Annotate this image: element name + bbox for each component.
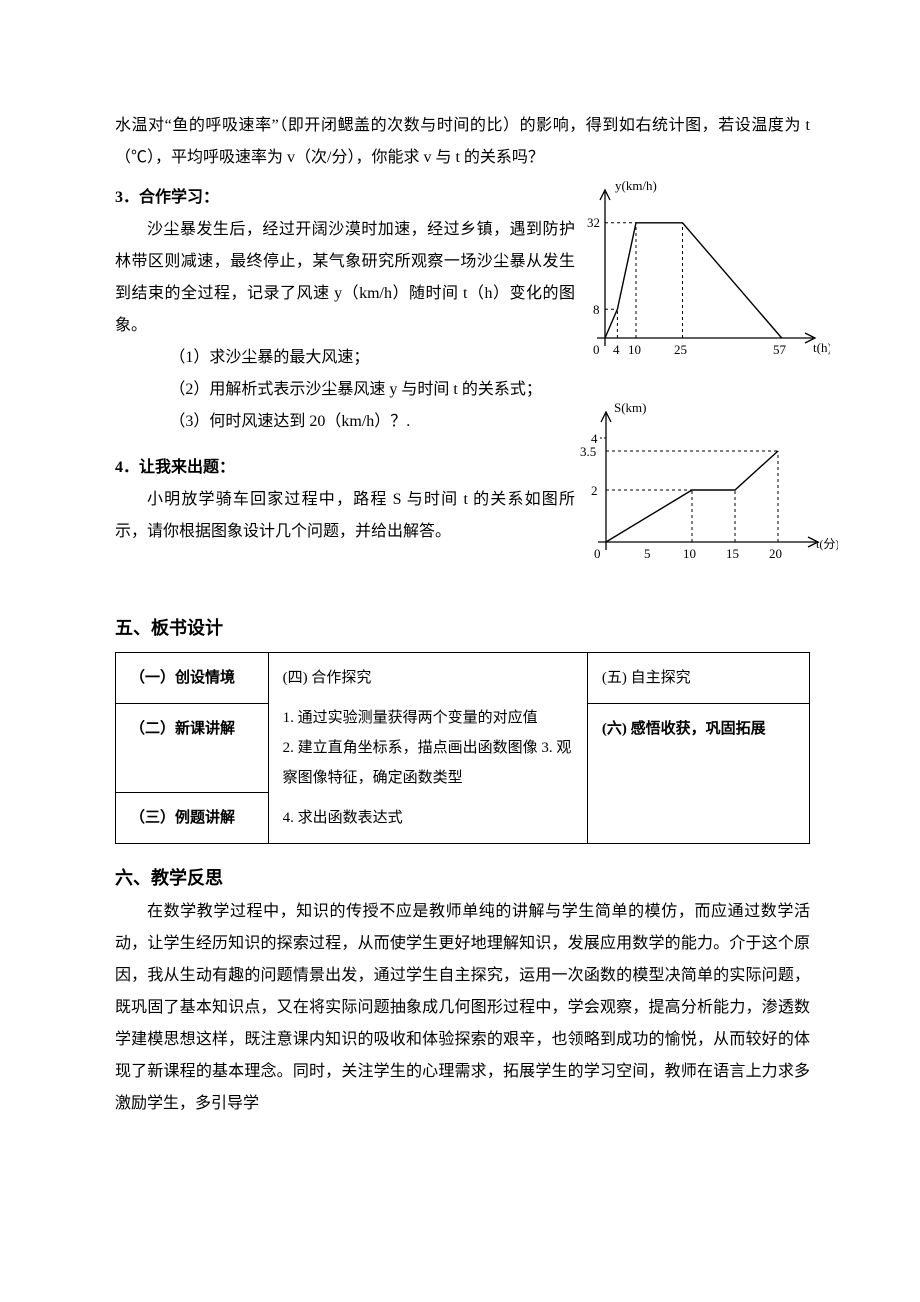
sec4-body: 小明放学骑车回家过程中，路程 S 与时间 t 的关系如图所示，请你根据图象设计几… — [115, 484, 575, 548]
col2-l4: 4. 求出函数表达式 — [283, 803, 573, 833]
chart1-ytick-8: 8 — [593, 302, 600, 317]
chart1-origin: 0 — [593, 342, 600, 357]
chart2-xtick-10: 10 — [683, 546, 696, 561]
sec3-q1: （1）求沙尘暴的最大风速； — [169, 342, 575, 374]
sec6-body: 在数学教学过程中，知识的传授不应是教师单纯的讲解与学生简单的模仿，而应通过数学活… — [115, 896, 810, 1120]
chart1-ylabel: y(km/h) — [615, 178, 657, 193]
sec3-body: 沙尘暴发生后，经过开阔沙漠时加速，经过乡镇，遇到防护林带区则减速，最终停止，某气… — [115, 214, 575, 342]
chart2-xtick-15: 15 — [726, 546, 739, 561]
sections-3-4-wrap: 3．合作学习： 沙尘暴发生后，经过开阔沙漠时加速，经过乡镇，遇到防护林带区则减速… — [115, 182, 810, 548]
document-page: 水温对“鱼的呼吸速率”（即开闭鳃盖的次数与时间的比）的影响，得到如右统计图，若设… — [0, 0, 920, 1302]
chart2-ytick-2: 2 — [591, 483, 598, 498]
chart1-xtick-57: 57 — [773, 342, 787, 357]
col2-l1: 1. 通过实验测量获得两个变量的对应值 — [283, 703, 573, 733]
col2-l2: 2. 建立直角坐标系，描点画出函数图像 3. 观察图像特征，确定函数类型 — [283, 733, 573, 793]
chart2-origin: 0 — [594, 546, 601, 561]
cell-1-2: （二）新课讲解 — [116, 704, 269, 793]
chart1-xtick-4: 4 — [613, 342, 620, 357]
intro-paragraph: 水温对“鱼的呼吸速率”（即开闭鳃盖的次数与时间的比）的影响，得到如右统计图，若设… — [115, 110, 810, 174]
chart1-xtick-10: 10 — [628, 342, 641, 357]
chart1-xtick-25: 25 — [674, 342, 687, 357]
chart1: y(km/h) t(h) 32 8 0 4 10 25 57 — [565, 178, 830, 368]
chart2: 4 3.5 2 S(km) t(分) 0 5 10 15 20 — [558, 400, 838, 570]
sections-3-4-text: 3．合作学习： 沙尘暴发生后，经过开阔沙漠时加速，经过乡镇，遇到防护林带区则减速… — [115, 182, 575, 548]
chart1-xlabel: t(h) — [813, 340, 830, 355]
sec6-heading: 六、教学反思 — [115, 860, 810, 896]
chart2-ylabel: S(km) — [614, 400, 647, 415]
sec5-heading: 五、板书设计 — [115, 610, 810, 646]
cell-1-1: （一）创设情境 — [116, 653, 269, 704]
sec3-q3: （3）何时风速达到 20（km/h）？. — [169, 406, 575, 438]
cell-1-3: （三）例题讲解 — [116, 793, 269, 844]
chart2-svg: 4 3.5 2 S(km) t(分) 0 5 10 15 20 — [580, 400, 838, 561]
chart1-ytick-32: 32 — [587, 215, 600, 230]
table-row: （一）创设情境 (四) 合作探究 1. 通过实验测量获得两个变量的对应值 2. … — [116, 653, 810, 704]
cell-3-2: (六) 感悟收获，巩固拓展 — [587, 704, 809, 844]
sec3-q2: （2）用解析式表示沙尘暴风速 y 与时间 t 的关系式； — [169, 374, 575, 406]
col2-head: (四) 合作探究 — [283, 663, 573, 693]
sec4-heading: 4．让我来出题： — [115, 452, 575, 484]
chart2-xlabel: t(分) — [816, 537, 838, 551]
chart1-svg: y(km/h) t(h) 32 8 0 4 10 25 57 — [587, 178, 830, 357]
chart2-xtick-20: 20 — [769, 546, 782, 561]
board-table: （一）创设情境 (四) 合作探究 1. 通过实验测量获得两个变量的对应值 2. … — [115, 652, 810, 844]
chart2-xtick-5: 5 — [644, 546, 651, 561]
sec3-heading: 3．合作学习： — [115, 182, 575, 214]
cell-3-1: (五) 自主探究 — [587, 653, 809, 704]
chart2-ytick-35: 3.5 — [580, 444, 596, 459]
cell-col2: (四) 合作探究 1. 通过实验测量获得两个变量的对应值 2. 建立直角坐标系，… — [268, 653, 587, 844]
